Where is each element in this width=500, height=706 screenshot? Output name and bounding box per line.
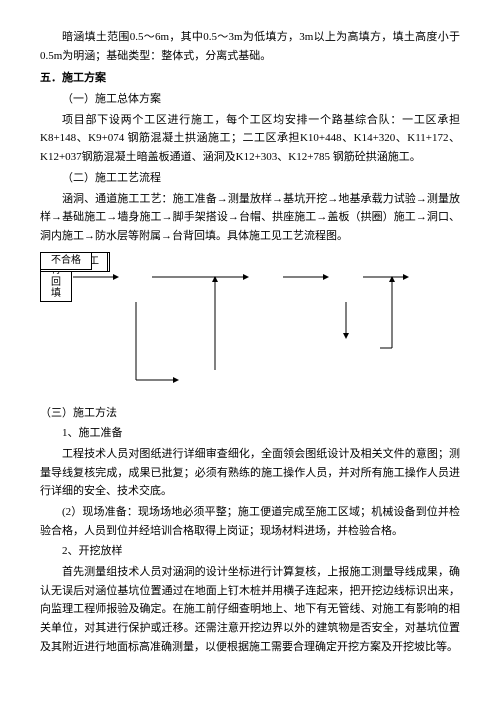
section-5-title: 五．施工方案 bbox=[40, 69, 460, 88]
method-1-para1: 工程技术人员对图纸进行详细审查细化，全面领会图纸设计及相关文件的意图；测量导线复… bbox=[40, 445, 460, 501]
method-2-title: 2、开挖放样 bbox=[40, 542, 460, 561]
method-2-para1: 首先测量组技术人员对涵洞的设计坐标进行计算复核，上报施工测量导线成果，确认无误后… bbox=[40, 563, 460, 656]
subsection-3-title: （三）施工方法 bbox=[40, 404, 460, 423]
method-1-para2: (2）现场准备：现场场地必须平整；施工便道完成至施工区域；机械设备到位并检验合格… bbox=[40, 503, 460, 540]
flow-arrows bbox=[40, 252, 460, 402]
paragraph-overall-plan: 项目部下设两个工区进行施工，每个工区均安排一个路基综合队：一工区承担K8+148… bbox=[40, 111, 460, 167]
flowchart: 施 工 准 备 开 挖 基 坑 基 础 施 工 台 身 施 工 台 背 回 填 … bbox=[40, 252, 460, 402]
method-1-title: 1、施工准备 bbox=[40, 424, 460, 443]
flow-label-fail: 不合格 bbox=[40, 252, 92, 270]
paragraph-process-flow: 涵洞、通道施工工艺：施工准备→测量放样→基坑开挖→地基承载力试验→测量放样→基础… bbox=[40, 190, 460, 246]
paragraph-fill-range: 暗涵填土范围0.5～6m，其中0.5～3m为低填方，3m以上为高填方，填土高度小… bbox=[40, 28, 460, 65]
subsection-1-title: （一）施工总体方案 bbox=[40, 90, 460, 109]
subsection-2-title: （二）施工工艺流程 bbox=[40, 169, 460, 188]
